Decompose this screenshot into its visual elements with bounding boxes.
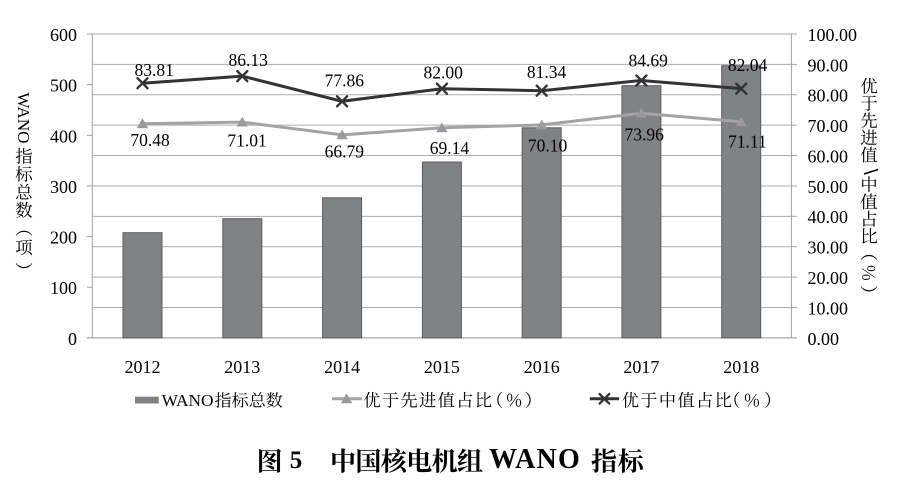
svg-text:10.00: 10.00 [808,298,849,318]
svg-text:86.13: 86.13 [229,50,269,70]
svg-text:81.34: 81.34 [527,62,567,82]
svg-text:83.81: 83.81 [135,60,174,80]
svg-text:400: 400 [50,126,77,146]
svg-text:500: 500 [50,76,77,96]
svg-text:66.79: 66.79 [325,141,365,161]
svg-text:30.00: 30.00 [808,238,849,258]
svg-text:70.10: 70.10 [528,135,568,155]
svg-text:60.00: 60.00 [808,147,849,167]
svg-text:20.00: 20.00 [808,268,849,288]
svg-text:WANO: WANO [489,444,581,475]
svg-text:WANO: WANO [162,391,214,410]
svg-text:2018: 2018 [723,357,759,377]
svg-text:2014: 2014 [324,357,360,377]
svg-text:600: 600 [50,25,77,45]
svg-text:77.86: 77.86 [325,71,365,91]
svg-text:2013: 2013 [224,357,260,377]
svg-text:71.01: 71.01 [227,130,266,150]
svg-text:200: 200 [50,228,77,248]
svg-text:100.00: 100.00 [808,25,858,45]
svg-text:2015: 2015 [424,357,460,377]
svg-text:40.00: 40.00 [808,207,849,227]
svg-text:100: 100 [50,278,77,298]
svg-text:WANO: WANO [14,92,33,143]
svg-text:82.04: 82.04 [728,55,768,75]
svg-text:5: 5 [290,447,303,474]
svg-text:0.00: 0.00 [808,329,840,349]
svg-text:2012: 2012 [125,357,161,377]
svg-text:70.00: 70.00 [808,116,849,136]
svg-text:0: 0 [68,329,77,349]
svg-text:73.96: 73.96 [625,125,665,145]
svg-text:300: 300 [50,177,77,197]
svg-text:80.00: 80.00 [808,86,849,106]
svg-text:2016: 2016 [524,357,560,377]
svg-text:50.00: 50.00 [808,177,849,197]
svg-text:71.11: 71.11 [728,131,767,151]
svg-text:69.14: 69.14 [430,138,470,158]
svg-text:84.69: 84.69 [629,51,669,71]
svg-text:82.00: 82.00 [424,63,464,83]
svg-text:2017: 2017 [623,357,659,377]
svg-text:70.48: 70.48 [130,130,170,150]
svg-text:90.00: 90.00 [808,55,849,75]
